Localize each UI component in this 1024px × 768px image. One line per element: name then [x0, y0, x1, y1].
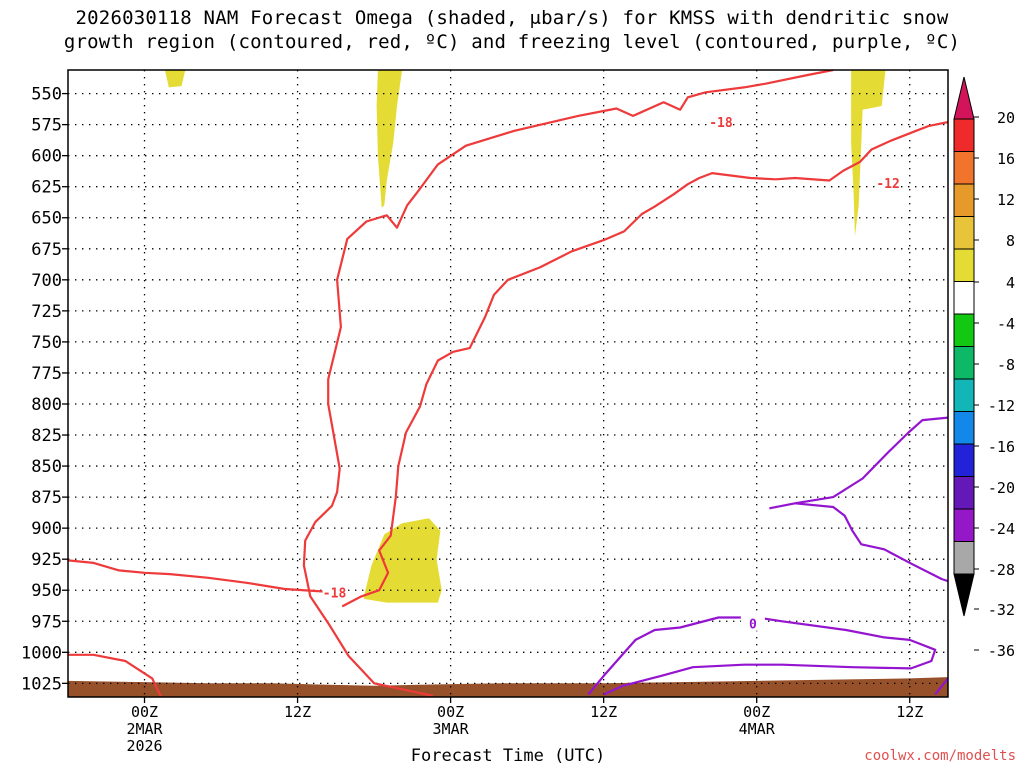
- y-tick-label-19: 1025: [21, 674, 62, 694]
- plot-frame: [67, 69, 949, 698]
- y-tick-label-6: 700: [31, 271, 62, 291]
- colorbar-label-13: -36: [988, 642, 1015, 660]
- x-tick-label-0-0: 00Z: [131, 703, 158, 721]
- colorbar-box-9: [953, 411, 975, 445]
- colorbar-box-11: [953, 476, 975, 510]
- y-tick-label-2: 600: [31, 147, 62, 167]
- colorbar-box-8: [953, 378, 975, 412]
- contour-label-bg-freezing_level_b: [740, 615, 765, 631]
- contour-lines: [68, 70, 948, 697]
- contour-label-dgz_warm: -12: [876, 177, 899, 192]
- colorbar: 20 16 12 8 4 -4 -8 -12 -16 -20 -24 -28 -32 -36: [953, 76, 1015, 660]
- colorbar-box-6: [953, 313, 975, 347]
- contour-label-dgz_cold_upper: -18: [709, 116, 733, 131]
- y-tick-label-7: 725: [31, 302, 62, 322]
- y-tick-label-9: 775: [31, 364, 62, 384]
- x-axis-ticks: 00Z2MAR202612Z00Z3MAR12Z00Z4MAR12Z00Z5MA…: [126, 697, 923, 755]
- colorbar-box-1: [953, 151, 975, 185]
- x-tick-label-4-0: 00Z: [743, 703, 770, 721]
- terrain-layer: [68, 677, 948, 697]
- contour-line-3: [68, 559, 324, 593]
- chart-title-line1: 2026030118 NAM Forecast Omega (shaded, μ…: [75, 7, 949, 29]
- x-tick-label-4-1: 4MAR: [739, 720, 776, 738]
- colorbar-box-10: [953, 443, 975, 477]
- plot-area: [68, 70, 948, 697]
- contour-line-2: [341, 120, 948, 608]
- contour-label-freezing_level_b: 0: [749, 618, 757, 633]
- omega-shading: [164, 70, 1024, 603]
- x-tick-label-2-0: 00Z: [437, 703, 464, 721]
- plot-background: [68, 70, 948, 697]
- x-axis-label: Forecast Time (UTC): [410, 746, 606, 766]
- colorbar-bottom-arrow: [953, 573, 975, 617]
- x-tick-label-0-2: 2026: [126, 737, 162, 755]
- x-tick-label-3-0: 12Z: [590, 703, 617, 721]
- colorbar-label-11: -28: [988, 561, 1015, 579]
- contour-line-5: [587, 616, 937, 696]
- x-tick-label-1-0: 12Z: [284, 703, 311, 721]
- colorbar-label-9: -20: [988, 479, 1015, 497]
- x-tick-label-0-1: 2MAR: [126, 720, 163, 738]
- colorbar-box-0: [953, 118, 975, 152]
- omega-region-0: [164, 70, 186, 88]
- contour-line-0: [302, 70, 834, 697]
- surface-terrain: [68, 677, 948, 697]
- colorbar-label-4: 4: [1006, 274, 1015, 292]
- y-axis-ticks: 550 575 600 625 650 675 700 725 750 775 800 825 850 8…: [21, 85, 68, 694]
- y-tick-label-8: 750: [31, 333, 62, 353]
- contour-label-bg-dgz_warm: [876, 174, 901, 190]
- colorbar-box-2: [953, 183, 975, 217]
- colorbar-label-2: 12: [997, 191, 1015, 209]
- y-tick-label-13: 875: [31, 488, 62, 508]
- contour-label-bg-dgz_cold_lower: [322, 584, 347, 600]
- y-tick-label-16: 950: [31, 581, 62, 601]
- contour-line-4: [769, 416, 948, 583]
- y-tick-label-3: 625: [31, 178, 62, 198]
- x-tick-label-2-1: 3MAR: [433, 720, 470, 738]
- colorbar-label-1: 16: [997, 150, 1015, 168]
- chart-title: 2026030118 NAM Forecast Omega (shaded, μ…: [0, 6, 1024, 54]
- colorbar-label-12: -32: [988, 601, 1015, 619]
- colorbar-label-10: -24: [988, 520, 1015, 538]
- colorbar-box-3: [953, 216, 975, 250]
- omega-region-1: [376, 70, 403, 208]
- y-tick-label-10: 800: [31, 395, 62, 415]
- contour-label-dgz_cold_lower: -18: [323, 587, 347, 602]
- colorbar-box-7: [953, 346, 975, 380]
- y-tick-label-17: 975: [31, 612, 62, 632]
- contour-label-bg-dgz_cold_upper: [708, 114, 733, 130]
- colorbar-label-3: 8: [1006, 232, 1015, 250]
- colorbar-label-5: -4: [997, 315, 1015, 333]
- x-tick-label-5-0: 12Z: [896, 703, 923, 721]
- colorbar-label-6: -8: [997, 356, 1015, 374]
- colorbar-label-0: 20: [997, 109, 1015, 127]
- omega-region-3: [851, 70, 886, 237]
- colorbar-label-7: -12: [988, 397, 1015, 415]
- y-tick-label-11: 825: [31, 426, 62, 446]
- axes: [67, 69, 949, 698]
- y-tick-label-5: 675: [31, 240, 62, 260]
- colorbar-box-12: [953, 508, 975, 542]
- y-tick-label-0: 550: [31, 85, 62, 105]
- colorbar-label-8: -16: [988, 438, 1015, 456]
- y-tick-label-4: 650: [31, 209, 62, 229]
- colorbar-top-arrow: [953, 76, 975, 120]
- y-tick-label-1: 575: [31, 116, 62, 136]
- colorbar-box-13: [953, 541, 975, 575]
- omega-region-6: [1016, 414, 1024, 470]
- y-tick-label-18: 1000: [21, 643, 62, 663]
- y-tick-label-14: 900: [31, 519, 62, 539]
- chart-title-line2: growth region (contoured, red, ºC) and f…: [63, 31, 961, 53]
- colorbar-box-5: [953, 281, 975, 315]
- credit-link[interactable]: coolwx.com/modelts: [864, 748, 1016, 764]
- contour-line-1: [68, 653, 163, 697]
- colorbar-box-4: [953, 248, 975, 282]
- contour-labels: -18-12-1800: [322, 114, 901, 633]
- y-tick-label-12: 850: [31, 457, 62, 477]
- y-tick-label-15: 925: [31, 550, 62, 570]
